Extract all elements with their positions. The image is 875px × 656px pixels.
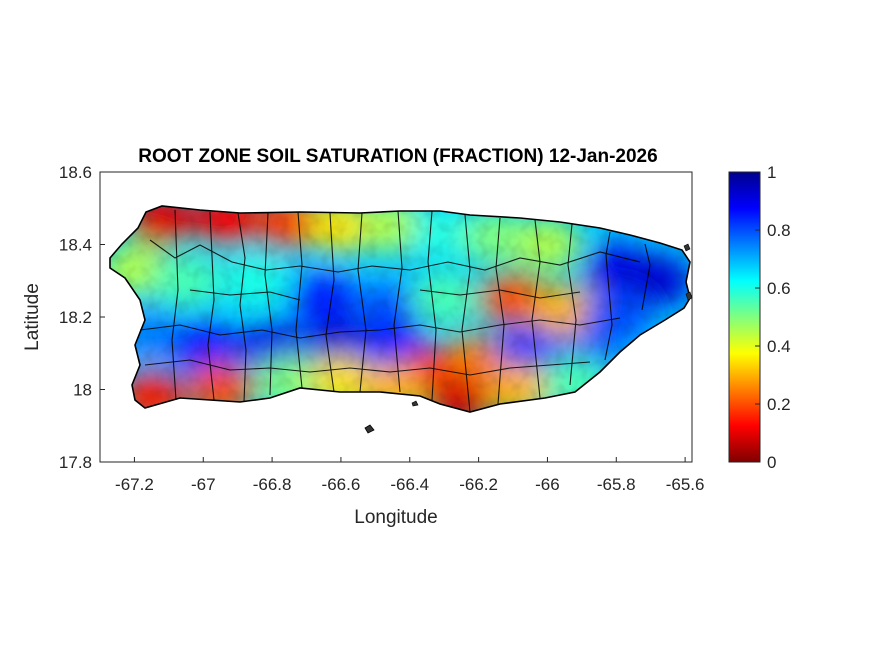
x-tick-label: -66.2 (459, 475, 498, 494)
y-tick-label: 18.4 (59, 236, 92, 255)
x-tick-label: -67 (191, 475, 216, 494)
y-tick-label: 18 (73, 381, 92, 400)
colorbar-gradient (728, 171, 761, 463)
x-tick-label: -66.4 (390, 475, 429, 494)
y-tick-label: 18.6 (59, 163, 92, 182)
colorbar-tick-label: 1 (767, 163, 776, 182)
colorbar-tick-label: 0.8 (767, 221, 791, 240)
colorbar: 1 0.8 0.6 0.4 0.2 0 (728, 163, 791, 472)
map-title: ROOT ZONE SOIL SATURATION (FRACTION) 12-… (138, 146, 657, 167)
colorbar-tick-label: 0.6 (767, 279, 791, 298)
colorbar-tick-label: 0.2 (767, 395, 791, 414)
x-tick-label: -65.8 (597, 475, 636, 494)
y-tick-label: 17.8 (59, 453, 92, 472)
x-tick-label: -66.6 (322, 475, 361, 494)
x-tick-label: -66 (535, 475, 560, 494)
x-axis-label: Longitude (354, 507, 437, 528)
x-tick-label: -67.2 (115, 475, 154, 494)
x-tick-label: -65.6 (666, 475, 705, 494)
y-tick-label: 18.2 (59, 308, 92, 327)
x-tick-label: -66.8 (253, 475, 292, 494)
offshore-islets (364, 243, 693, 434)
colorbar-tick-label: 0.4 (767, 337, 791, 356)
y-axis-label: Latitude (22, 283, 43, 351)
y-axis: 18.6 18.4 18.2 18 17.8 (59, 163, 105, 472)
municipality-boundaries (139, 209, 651, 413)
x-axis: -67.2 -67 -66.8 -66.6 -66.4 -66.2 -66 -65.8 -65.… (115, 457, 704, 494)
colorbar-tick-label: 0 (767, 453, 776, 472)
